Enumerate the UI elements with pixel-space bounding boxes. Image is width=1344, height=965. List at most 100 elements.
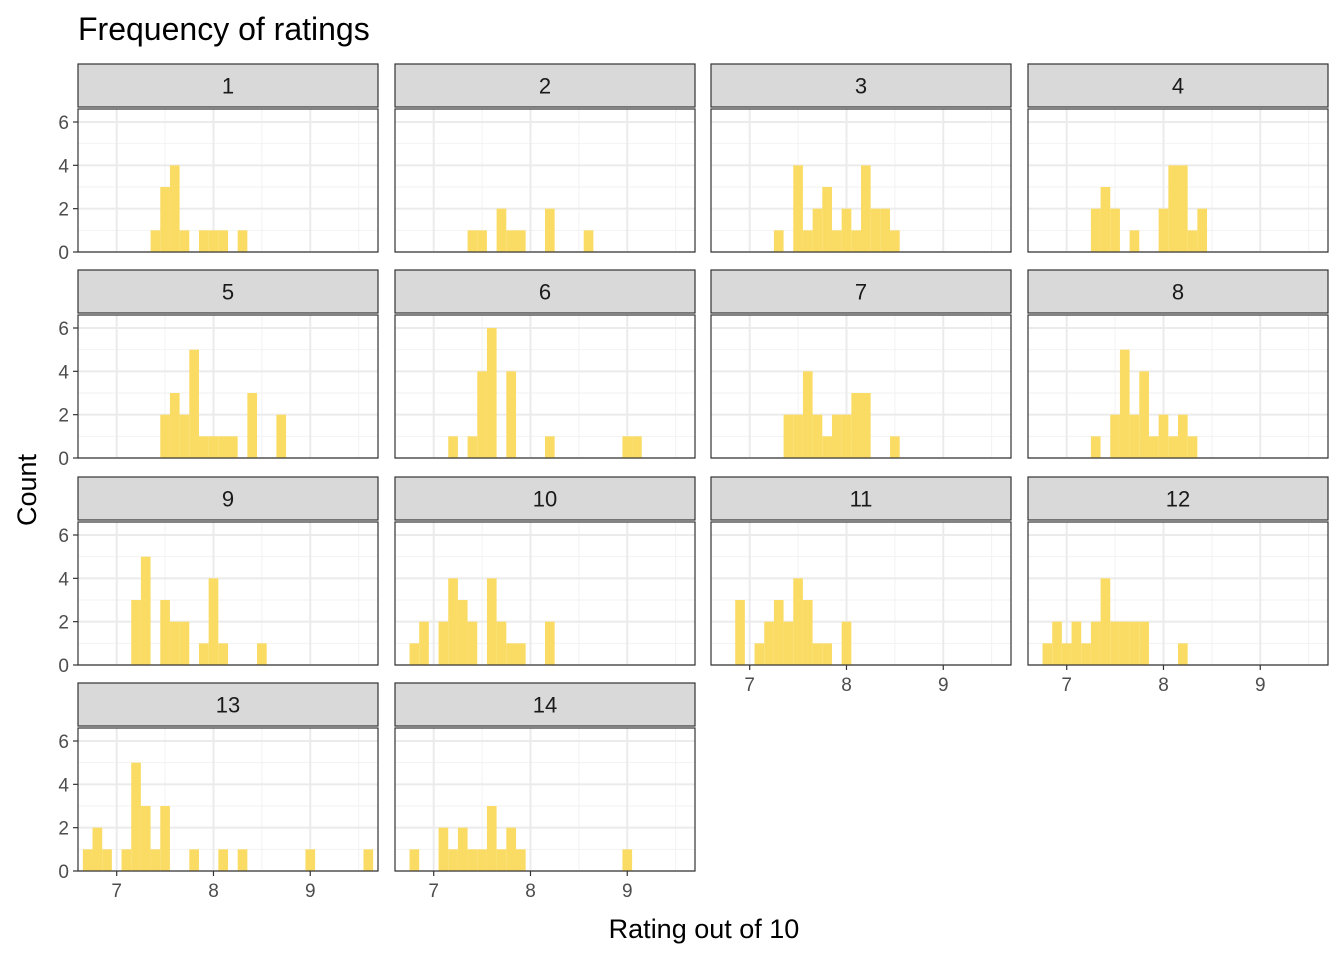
histogram-bar [486,806,497,871]
facet-strip-label: 3 [855,74,867,99]
histogram-bar [1158,414,1169,458]
facet-strip-label: 14 [533,693,557,718]
histogram-bar [851,230,861,252]
panel-background [78,109,378,252]
histogram-bar [1090,621,1101,665]
y-tick-label: 0 [58,656,69,677]
histogram-bar [1090,208,1101,252]
histogram-bar [793,578,803,665]
histogram-bar [515,230,526,252]
histogram-bar [486,328,497,458]
chart-title: Frequency of ratings [78,11,370,47]
histogram-bar [812,643,823,665]
facet-strip-label: 11 [850,487,873,512]
histogram-bar [1178,165,1188,252]
facet-strip [710,269,1012,314]
histogram-bar [1100,187,1111,252]
facet-strip [77,682,379,727]
histogram-bar [496,621,507,665]
facet-panel-12: 12 7 8 9 [1027,476,1329,696]
facet-strip [77,63,379,108]
facet-strip-label: 8 [1172,280,1184,305]
histogram-bar [1129,621,1140,665]
histogram-bar [189,349,199,458]
histogram-bar [1168,165,1178,252]
histogram-bar [1148,436,1159,458]
histogram-bar [1178,643,1188,665]
facet-strip [710,476,1012,521]
facet-strip [394,63,696,108]
facet-panel-9: 9 0 2 4 6 [58,476,379,677]
histogram-bar [841,414,852,458]
histogram-bar [783,621,794,665]
facet-panel-3: 3 [710,63,1012,253]
histogram-bar [802,600,813,665]
histogram-bar [773,600,784,665]
facet-strip [1027,269,1329,314]
x-tick-label: 7 [111,881,122,902]
histogram-bar [169,393,180,458]
histogram-bar [438,621,449,665]
histogram-bar [1187,230,1198,252]
histogram-bar [822,436,832,458]
y-tick-label: 4 [58,362,69,383]
histogram-bar [237,230,248,252]
y-axis-label: Count [12,453,42,526]
histogram-bar [812,208,823,252]
histogram-bar [764,621,774,665]
histogram-bar [467,849,478,871]
histogram-bar [140,556,151,665]
histogram-bar [467,436,478,458]
histogram-bar [189,849,199,871]
histogram-bar [506,371,516,458]
histogram-bar [1139,621,1149,665]
histogram-bar [276,414,287,458]
panel-border [1027,108,1329,253]
histogram-bar [583,230,594,252]
histogram-bar [802,230,813,252]
x-tick-label: 9 [305,881,316,902]
panel-background [78,728,378,871]
facet-strip-label: 7 [855,280,867,305]
histogram-bar [1168,436,1178,458]
facet-strip-label: 5 [222,280,234,305]
histogram-bar [754,643,765,665]
histogram-bar [409,849,420,871]
facet-panel-10: 10 [394,476,696,666]
y-tick-label: 6 [58,319,69,340]
histogram-bar [1197,208,1208,252]
histogram-bar [477,849,487,871]
histogram-bar [218,436,228,458]
histogram-bar [448,849,458,871]
histogram-bar [841,208,852,252]
histogram-bar [1100,578,1111,665]
y-tick-label: 4 [58,156,69,177]
facet-panel-6: 6 [394,269,696,459]
histogram-bar [257,643,267,665]
facet-strip-label: 9 [222,487,234,512]
histogram-bar [793,414,803,458]
histogram-bar [198,230,209,252]
panel-background [78,522,378,665]
histogram-bar [247,393,258,458]
histogram-bar [545,208,555,252]
x-axis-label: Rating out of 10 [609,914,800,944]
histogram-bar [1110,414,1120,458]
facet-panel-5: 5 0 2 4 6 [58,269,379,470]
histogram-bar [438,827,449,871]
histogram-bar [890,230,900,252]
histogram-bar [477,371,487,458]
histogram-bar [506,827,516,871]
histogram-bar [783,414,794,458]
y-tick-label: 4 [58,569,69,590]
histogram-bar [448,578,458,665]
facet-strip [710,63,1012,108]
histogram-bar [496,849,507,871]
histogram-bar [632,436,642,458]
histogram-bar [409,643,420,665]
facet-panel-4: 4 [1027,63,1329,253]
histogram-bar [218,230,228,252]
histogram-bar [506,230,516,252]
histogram-bar [861,165,871,252]
x-tick-label: 7 [1061,675,1072,696]
